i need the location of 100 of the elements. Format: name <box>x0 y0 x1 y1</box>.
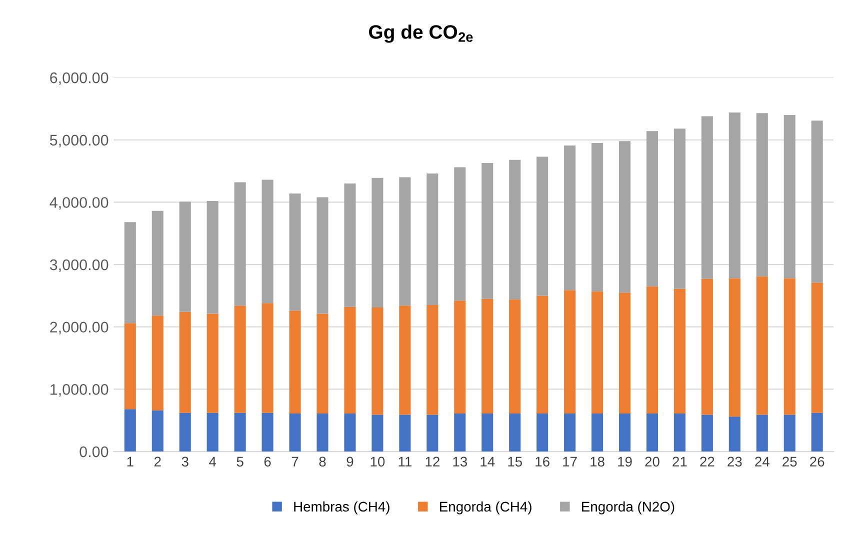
x-tick-label: 18 <box>590 456 604 467</box>
x-tick-label: 20 <box>645 456 660 467</box>
bar <box>179 312 191 413</box>
bar <box>784 414 796 452</box>
bar <box>344 413 356 452</box>
bar <box>179 412 191 452</box>
bar <box>509 160 521 300</box>
bar <box>811 412 823 452</box>
x-tick-label: 8 <box>319 456 326 467</box>
bar <box>124 409 136 452</box>
bar <box>426 305 438 415</box>
bar <box>728 112 740 278</box>
y-tick-label: 3,000.00 <box>50 259 108 272</box>
bar <box>674 413 686 452</box>
bar <box>646 286 658 414</box>
bar <box>179 202 191 312</box>
bar <box>811 120 823 283</box>
bar <box>454 167 466 301</box>
bar <box>701 414 713 452</box>
x-tick-label: 1 <box>127 456 134 466</box>
x-tick-label: 16 <box>536 456 550 467</box>
y-tick-label: 0.00 <box>80 446 108 458</box>
x-tick-label: 23 <box>728 456 742 467</box>
bar <box>728 278 740 417</box>
bar <box>316 314 328 414</box>
bar <box>482 413 494 452</box>
bar <box>399 177 411 306</box>
bar <box>289 193 301 311</box>
x-tick-label: 19 <box>618 456 632 467</box>
x-tick-label: 12 <box>426 456 440 466</box>
bar <box>564 290 576 414</box>
bar <box>399 414 411 452</box>
bar <box>262 303 274 413</box>
bar <box>618 141 631 293</box>
bar <box>618 413 631 452</box>
legend-label: Hembras (CH4) <box>294 501 390 514</box>
bar <box>344 184 356 307</box>
bar <box>784 278 796 415</box>
x-tick-label: 2 <box>154 456 161 466</box>
bar <box>592 413 604 452</box>
bar <box>234 412 246 452</box>
y-tick-label: 5,000.00 <box>50 134 108 148</box>
x-tick-label: 24 <box>755 456 770 466</box>
y-tick-label: 1,000.00 <box>50 384 108 397</box>
bar <box>536 296 548 414</box>
bar <box>206 412 218 452</box>
bar <box>509 413 521 452</box>
bar <box>152 410 164 452</box>
x-tick-label: 6 <box>264 456 271 467</box>
bar <box>564 145 576 290</box>
bar <box>316 413 328 452</box>
x-tick-label: 15 <box>508 456 522 467</box>
x-tick-label: 21 <box>672 456 687 466</box>
bar <box>811 282 823 413</box>
bar <box>701 116 713 279</box>
bar <box>124 222 136 324</box>
bar <box>289 413 301 452</box>
legend-label: Engorda (CH4) <box>440 501 532 514</box>
bar <box>289 310 301 414</box>
bar <box>756 276 768 415</box>
bar <box>152 210 164 316</box>
bar <box>124 323 136 410</box>
x-tick-label: 13 <box>453 456 467 467</box>
x-tick-label: 4 <box>209 456 216 466</box>
bar <box>426 414 438 452</box>
bar <box>234 182 246 306</box>
bar <box>454 413 466 452</box>
bar <box>784 114 796 278</box>
bar <box>536 413 548 452</box>
chart-title: Gg de CO$_{2e}$ <box>369 24 473 43</box>
bar <box>618 292 631 414</box>
bar <box>316 197 328 314</box>
bar <box>344 306 356 414</box>
bar <box>454 300 466 414</box>
bar <box>701 278 713 415</box>
bar <box>234 306 246 413</box>
bar <box>206 314 218 413</box>
x-tick-label: 26 <box>810 456 824 467</box>
bar <box>646 131 658 286</box>
bar <box>399 306 411 415</box>
bar <box>756 414 768 452</box>
legend-label: Engorda (N2O) <box>582 501 674 514</box>
y-tick-label: 6,000.00 <box>50 72 108 86</box>
bar <box>509 299 521 414</box>
bar <box>372 308 384 415</box>
x-tick-label: 9 <box>346 456 354 467</box>
x-tick-label: 3 <box>182 456 188 467</box>
x-tick-label: 11 <box>398 456 412 466</box>
bar <box>372 414 384 452</box>
bar <box>646 413 658 452</box>
bar <box>482 298 494 414</box>
bar <box>262 180 274 304</box>
x-tick-label: 7 <box>292 456 298 466</box>
bar <box>536 156 548 296</box>
bar <box>426 174 438 306</box>
x-tick-label: 22 <box>700 456 714 466</box>
bar <box>482 162 494 299</box>
bar <box>674 288 686 414</box>
bar <box>728 416 740 452</box>
bar <box>756 113 768 276</box>
